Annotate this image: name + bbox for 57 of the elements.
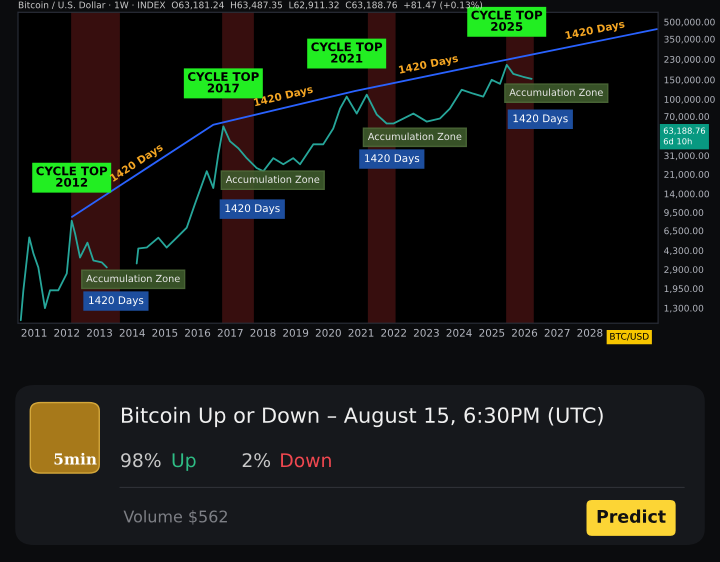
y-tick-label: 21,000.00 bbox=[664, 171, 709, 179]
x-tick-label: 2018 bbox=[250, 328, 276, 337]
text: 5min bbox=[54, 452, 97, 465]
annotation: 1420 Days bbox=[514, 114, 568, 124]
y-tick-label: 6,500.00 bbox=[664, 227, 704, 236]
chart-title: Bitcoin / U.S. Dollar · 1W · INDEX O63,181.24 H63,487.35 L62,911.32 C63,188.76 +81.47 (+0.13%) bbox=[18, 1, 482, 10]
y-tick-label: 9,500.00 bbox=[664, 209, 704, 217]
y-tick-label: 230,000.00 bbox=[664, 56, 715, 64]
x-tick-label: 2020 bbox=[316, 328, 341, 337]
text: Up bbox=[172, 453, 196, 471]
annotation: Accumulation Zone bbox=[86, 274, 180, 282]
y-tick-label: 1,950.00 bbox=[664, 285, 704, 294]
x-tick-label: 2014 bbox=[120, 328, 145, 337]
x-tick-label: 2027 bbox=[544, 328, 570, 337]
x-tick-label: 2026 bbox=[512, 328, 538, 337]
x-tick-label: 2015 bbox=[152, 328, 178, 337]
y-tick-label: 500,000.00 bbox=[664, 18, 715, 26]
annotation: CYCLE TOP 2025 bbox=[471, 10, 542, 31]
y-tick-label: 4,300.00 bbox=[664, 247, 704, 256]
text: 63,188.76 6d 10h bbox=[664, 127, 706, 144]
annotation: Accumulation Zone bbox=[226, 175, 320, 184]
x-tick-label: 2019 bbox=[283, 328, 308, 337]
text: 2% bbox=[242, 453, 270, 468]
text: BTC/USD bbox=[610, 332, 649, 340]
text: Predict bbox=[598, 510, 666, 523]
annotation: CYCLE TOP 2021 bbox=[311, 42, 382, 63]
x-tick-label: 2021 bbox=[348, 328, 374, 337]
y-tick-label: 70,000.00 bbox=[664, 113, 709, 121]
annotation: 1420 Days bbox=[226, 204, 280, 214]
y-tick-label: 150,000.00 bbox=[664, 76, 715, 84]
annotation: 1420 Days bbox=[398, 54, 459, 76]
x-tick-label: 2011 bbox=[22, 328, 46, 337]
annotation: Accumulation Zone bbox=[509, 88, 603, 96]
annotation: Accumulation Zone bbox=[368, 132, 462, 140]
y-tick-label: 350,000.00 bbox=[664, 36, 715, 44]
x-tick-label: 2023 bbox=[414, 328, 439, 337]
text: Down bbox=[281, 453, 331, 468]
y-tick-label: 14,000.00 bbox=[664, 190, 709, 198]
y-tick-label: 2,900.00 bbox=[664, 266, 704, 274]
x-tick-label: 2028 bbox=[577, 328, 602, 337]
annotation: 1420 Days bbox=[89, 296, 144, 306]
text: 98% bbox=[121, 453, 161, 468]
annotation: CYCLE TOP 2012 bbox=[36, 166, 108, 187]
annotation: 1420 Days bbox=[565, 20, 626, 42]
x-tick-label: 2016 bbox=[185, 328, 210, 337]
y-tick-label: 1,300.00 bbox=[664, 304, 704, 313]
x-tick-label: 2025 bbox=[479, 328, 504, 337]
x-tick-label: 2012 bbox=[54, 328, 79, 337]
x-tick-label: 2017 bbox=[218, 328, 243, 337]
y-tick-label: 31,000.00 bbox=[664, 152, 709, 160]
text: Volume $562 bbox=[124, 510, 227, 525]
x-tick-label: 2022 bbox=[381, 328, 406, 337]
x-tick-label: 2024 bbox=[446, 328, 472, 337]
y-tick-label: 100,000.00 bbox=[664, 96, 715, 104]
text: Bitcoin Up or Down – August 15, 6:30PM (UTC) bbox=[122, 406, 603, 428]
x-tick-label: 2013 bbox=[87, 328, 112, 337]
annotation: 1420 Days bbox=[365, 154, 420, 164]
